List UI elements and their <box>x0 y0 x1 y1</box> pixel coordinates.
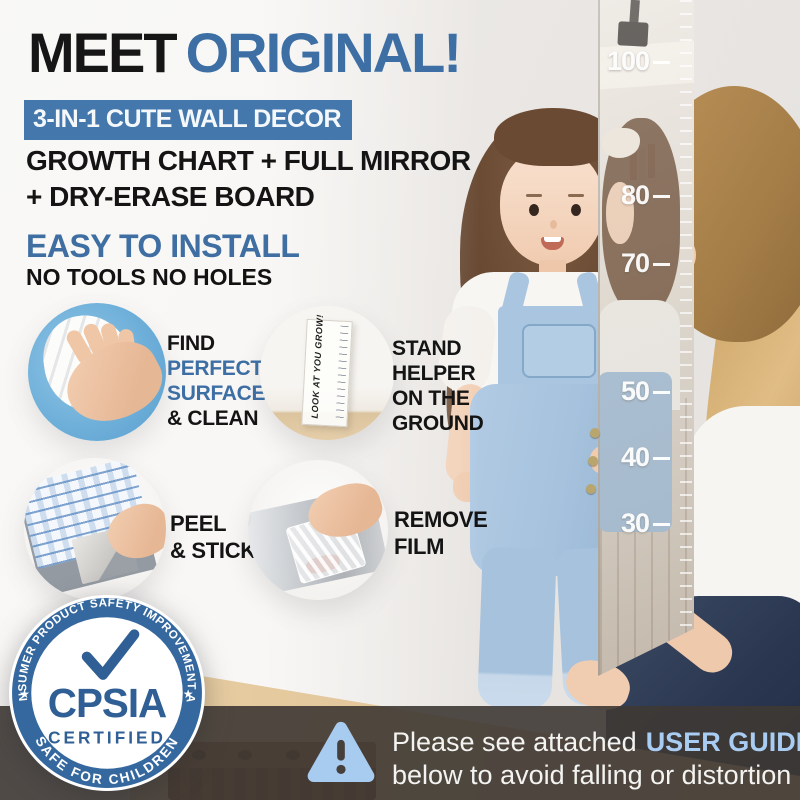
title-word-meet: MEET <box>28 21 178 84</box>
ruler-tick <box>653 523 670 526</box>
step-line: & CLEAN <box>167 407 259 430</box>
girl-eye <box>529 204 539 216</box>
girl-reflection-overalls <box>600 372 672 532</box>
ruler-number: 30 <box>620 508 650 538</box>
step-line: ON THE <box>392 387 470 410</box>
step-line: FIND <box>167 332 215 355</box>
exclamation-bar <box>337 739 345 761</box>
girl-eyebrow <box>526 194 542 197</box>
helper-ruler: LOOK AT YOU GROW! <box>301 313 353 428</box>
ruler-mark-40: 40 <box>600 442 670 472</box>
girl-eyebrow <box>568 194 584 197</box>
girl-teeth <box>544 237 561 242</box>
subtitle-line-2: + DRY-ERASE BOARD <box>26 181 315 212</box>
star-icon: ★ <box>19 687 30 701</box>
step-line: STAND <box>392 337 462 360</box>
badge-acronym: CPSIA <box>48 680 167 726</box>
warning-icon-svg <box>307 721 375 782</box>
step-label-peel-stick: PEEL & STICK <box>170 510 256 564</box>
notice-highlight-user-guide: USER GUIDE <box>645 727 800 757</box>
ruler-mark-30: 30 <box>600 508 670 538</box>
ruler-number: 70 <box>620 248 650 278</box>
star-icon: ★ <box>183 687 194 701</box>
ruler-number: 40 <box>620 442 650 472</box>
warning-triangle-icon <box>306 720 376 791</box>
mirror-glass-sheen <box>600 0 694 676</box>
overall-button <box>586 484 596 494</box>
step-line: HELPER <box>392 362 476 385</box>
step-label-find-surface: FIND PERFECT SURFACE & CLEAN <box>167 331 266 431</box>
ruler-mark-80: 80 <box>600 180 670 210</box>
step-label-remove-film: REMOVE FILM <box>394 506 488 560</box>
ruler-tick <box>653 391 670 394</box>
step-label-stand-helper: STAND HELPER ON THE GROUND <box>392 336 484 436</box>
girl-eye <box>571 204 581 216</box>
step-line: REMOVE <box>394 507 488 532</box>
badge-inner-disc <box>31 617 183 769</box>
subtitle: GROWTH CHART + FULL MIRROR + DRY-ERASE B… <box>26 143 471 215</box>
ruler-number: 80 <box>620 180 650 210</box>
cpsia-certified-badge: CONSUMER PRODUCT SAFETY IMPROVEMENT ACT … <box>1 582 208 794</box>
girl-reflection-face <box>606 182 634 244</box>
helper-ruler-text: LOOK AT YOU GROW! <box>309 313 326 419</box>
ruler-tick <box>653 457 670 460</box>
girl-nose <box>550 220 557 229</box>
ruler-mark-50: 50 <box>600 376 670 406</box>
step-line: PEEL <box>170 511 227 536</box>
girl-reflection-hair-flower <box>602 128 640 158</box>
step-line: PERFECT <box>167 357 263 380</box>
ruler-tick <box>653 61 670 64</box>
ruler-tick-strip <box>680 0 692 640</box>
badge-certified-label: CERTIFIED <box>48 728 166 748</box>
ruler-mark-70: 70 <box>600 248 670 278</box>
helper-ruler-ticks <box>335 325 349 420</box>
ruler-number: 100 <box>606 46 650 76</box>
step-line: SURFACE <box>167 382 266 405</box>
page-title: MEET ORIGINAL! <box>28 21 462 84</box>
title-word-original: ORIGINAL! <box>185 21 462 84</box>
girl-leg <box>477 546 557 710</box>
install-heading: EASY TO INSTALL <box>26 228 300 264</box>
step-line: FILM <box>394 534 445 559</box>
overall-button <box>588 456 598 466</box>
tagline-chip: 3-IN-1 CUTE WALL DECOR <box>24 100 352 140</box>
overall-pocket <box>522 324 596 378</box>
overall-button <box>590 428 600 438</box>
ruler-mark-100: 100 <box>600 46 670 76</box>
notice-line-2: below to avoid falling or distortion <box>392 760 792 790</box>
checkmark-icon <box>81 629 140 680</box>
step-photo-clean-surface <box>28 303 166 441</box>
girl-bangs <box>494 108 612 166</box>
step-line: & STICK <box>170 538 256 563</box>
ruler-number: 50 <box>620 376 650 406</box>
subtitle-line-1: GROWTH CHART + FULL MIRROR <box>26 145 471 176</box>
step-photo-peel-stick <box>24 458 166 600</box>
notice-line-1: Please see attached USER GUIDE <box>392 726 800 759</box>
ruler-tick <box>653 263 670 266</box>
install-subheading: NO TOOLS NO HOLES <box>26 264 273 290</box>
step-photo-remove-film <box>248 460 388 600</box>
ruler-tick <box>653 195 670 198</box>
step-photo-stand-helper: LOOK AT YOU GROW! <box>260 306 394 440</box>
notice-text: Please see attached USER GUIDE below to a… <box>392 726 800 792</box>
notice-prefix: Please see attached <box>392 727 637 757</box>
step-line: GROUND <box>392 412 484 435</box>
badge-seal: CONSUMER PRODUCT SAFETY IMPROVEMENT ACT … <box>1 582 205 791</box>
exclamation-dot <box>336 764 346 774</box>
growth-chart-mirror: 100 80 70 50 40 30 <box>598 0 694 676</box>
girl-mouth <box>541 237 564 250</box>
